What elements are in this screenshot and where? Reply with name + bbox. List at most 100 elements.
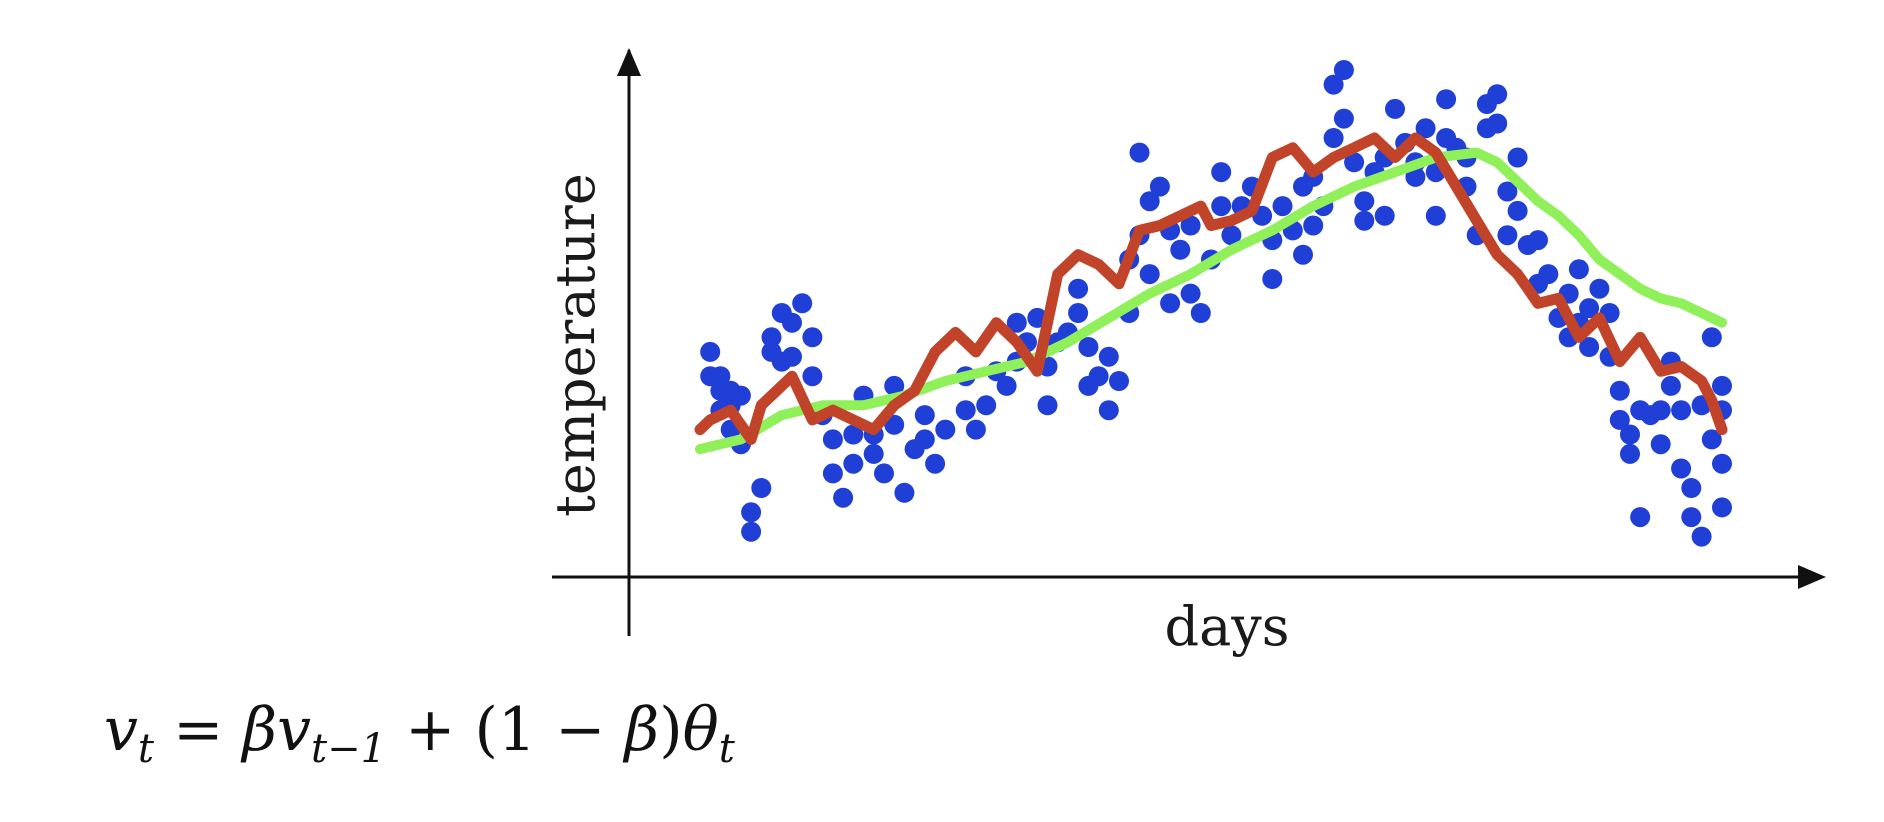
scatter-point — [976, 395, 997, 416]
scatter-point — [1436, 89, 1457, 110]
ewma-equation: vt = βvt−1 + (1 − β)θt — [104, 700, 735, 769]
average-lines — [694, 132, 1728, 455]
scatter-point — [1262, 269, 1283, 289]
scatter-point — [1170, 239, 1191, 260]
scatter-point — [1650, 400, 1671, 421]
scatter-point — [822, 429, 843, 450]
scatter-point — [700, 341, 721, 362]
scatter-point — [1354, 210, 1375, 231]
scatter-point — [1160, 293, 1181, 314]
axes — [552, 48, 1826, 636]
scatter-point — [741, 521, 762, 542]
scatter-point — [914, 429, 935, 450]
equation-beta: β — [242, 695, 278, 765]
scatter-point — [782, 346, 802, 367]
scatter-point — [1538, 264, 1559, 285]
scatter-point — [894, 482, 915, 503]
scatter-point — [1068, 278, 1089, 299]
scatter-point — [710, 366, 731, 387]
y-axis-label: temperature — [544, 173, 607, 517]
scatter-point — [833, 487, 854, 508]
scatter-point — [1487, 84, 1508, 105]
scatter-point — [1671, 400, 1692, 421]
scatter-point — [935, 419, 956, 440]
scatter-point — [1712, 453, 1732, 474]
scatter-point — [843, 424, 864, 445]
scatter-point — [884, 414, 905, 435]
scatter-point — [1323, 128, 1344, 148]
scatter-point — [1374, 205, 1395, 226]
scatter-point — [955, 400, 976, 421]
scatter-point — [1425, 205, 1446, 226]
scatter-point — [1630, 507, 1651, 528]
scatter-point — [1129, 142, 1150, 163]
scatter-point — [1354, 191, 1375, 212]
scatter-point — [1333, 60, 1354, 80]
scatter-point — [782, 312, 802, 333]
scatter-point — [1660, 375, 1681, 396]
scatter-point — [1507, 147, 1528, 168]
scatter-point — [925, 453, 946, 474]
scatter-point — [1068, 303, 1089, 323]
scatter-point — [1323, 74, 1344, 95]
x-axis-label: days — [1165, 595, 1290, 658]
scatter-point — [1568, 259, 1589, 280]
scatter-point — [1344, 152, 1365, 173]
scatter-point — [843, 453, 864, 474]
equation-minus: − — [555, 695, 606, 765]
scatter-point — [802, 366, 823, 387]
scatter-point — [1507, 200, 1528, 221]
scatter-point — [1415, 118, 1436, 139]
scatter-point — [1528, 230, 1548, 251]
scatter-point — [1620, 443, 1640, 464]
scatter-point — [1078, 337, 1099, 357]
scatter-point — [1293, 244, 1313, 265]
scatter-point — [822, 463, 843, 484]
scatter-point — [1211, 162, 1232, 183]
scatter-point — [1497, 225, 1518, 246]
scatter-point — [1190, 303, 1211, 323]
scatter-point — [1221, 225, 1242, 246]
scatter-point — [1671, 458, 1692, 479]
scatter-point — [751, 478, 772, 498]
scatter-points — [700, 60, 1732, 547]
scatter-point — [1272, 196, 1293, 217]
scatter-point — [1589, 278, 1610, 299]
scatter-point — [1303, 215, 1324, 236]
scatter-point — [1333, 108, 1354, 129]
scatter-point — [874, 463, 894, 484]
scatter-point — [761, 327, 782, 348]
equation-prev-sub: t−1 — [311, 726, 387, 772]
scatter-point — [1609, 409, 1630, 430]
scatter-point — [1712, 497, 1732, 518]
scatter-point — [1691, 526, 1712, 547]
scatter-point — [1149, 176, 1170, 197]
scatter-point — [1098, 346, 1119, 367]
scatter-point — [1609, 380, 1630, 401]
scatter-point — [1579, 298, 1600, 319]
scatter-point — [1701, 327, 1722, 348]
equation-prev-var: v — [277, 695, 312, 765]
scatter-point — [792, 293, 813, 314]
scatter-point — [863, 443, 884, 464]
scatter-point — [1681, 478, 1702, 498]
equation-theta: θ — [682, 695, 719, 765]
equation-plus: + — [405, 695, 456, 765]
scatter-point — [1620, 424, 1640, 445]
scatter-point — [1385, 98, 1405, 119]
scatter-point — [884, 375, 905, 396]
scatter-point — [1681, 507, 1702, 528]
scatter-point — [1037, 395, 1058, 416]
x-axis-arrow-icon — [1798, 565, 1826, 589]
scatter-point — [1405, 166, 1426, 187]
scatter-point — [1712, 375, 1732, 396]
equation-lhs-var: v — [104, 695, 138, 765]
scatter-point — [802, 327, 823, 348]
scatter-point — [720, 380, 741, 401]
scatter-point — [1650, 434, 1671, 455]
scatter-point — [1211, 196, 1232, 217]
scatter-point — [914, 405, 935, 426]
scatter-point — [1701, 429, 1722, 450]
scatter-point — [1487, 113, 1508, 134]
